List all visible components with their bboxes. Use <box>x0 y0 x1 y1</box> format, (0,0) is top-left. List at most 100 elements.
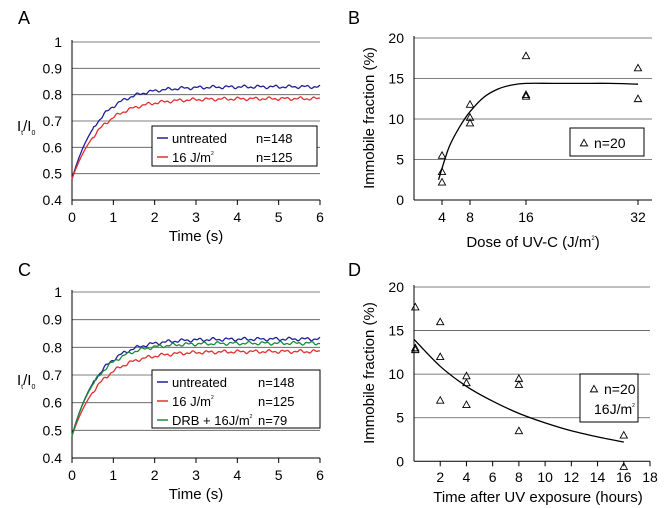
data-point <box>521 51 531 60</box>
y-tick-label: 5 <box>396 152 404 168</box>
y-tick-label: 0.7 <box>43 113 63 129</box>
y-tick-label: 15 <box>388 71 404 87</box>
legend-n: n=148 <box>256 131 293 146</box>
y-tick-label: 10 <box>388 366 404 382</box>
panel-b-scatter-chart: 0 5 10 15 20 4 8 16 32 Dose of UV-C (J/m2) Immobil… <box>361 30 652 251</box>
series-line <box>71 336 321 437</box>
y-tick-label: 0.7 <box>43 367 63 383</box>
x-tick-label: 5 <box>275 209 283 225</box>
data-point <box>462 400 471 408</box>
y-tick-label: 0.9 <box>43 312 63 328</box>
data-point <box>514 380 524 388</box>
y-tick-label: 0.6 <box>43 395 63 411</box>
data-point <box>619 461 629 470</box>
x-tick-label: 1 <box>109 209 117 225</box>
legend-label: 16 J/m2 <box>172 394 214 409</box>
y-tick-label: 5 <box>396 410 404 426</box>
legend-marker <box>579 138 589 147</box>
data-point <box>633 94 643 103</box>
legend: untreated n=148 16 J/m2 n=125 <box>151 125 318 167</box>
x-tick-label: 2 <box>436 469 444 485</box>
x-tick-label: 32 <box>630 209 646 225</box>
x-tick-label: 5 <box>275 467 283 483</box>
x-axis-label: Dose of UV-C (J/m2) <box>466 234 599 251</box>
y-tick-label: 0.8 <box>43 87 63 103</box>
legend-label: 16 J/m2 <box>172 150 214 165</box>
data-point <box>437 150 447 159</box>
data-point <box>514 426 524 435</box>
y-tick-label: 10 <box>388 111 404 127</box>
legend-n: n=125 <box>258 394 295 409</box>
data-point <box>410 343 420 352</box>
legend-n: n=79 <box>258 413 287 428</box>
y-tick-label: 1 <box>54 34 62 50</box>
y-tick-label: 0.4 <box>43 192 63 208</box>
legend-label: 16J/m2 <box>594 401 635 417</box>
panel-label-a: A <box>18 8 30 28</box>
x-tick-label: 10 <box>537 469 553 485</box>
x-tick-label: 0 <box>68 209 76 225</box>
legend-box <box>579 373 639 423</box>
y-tick-label: 20 <box>388 279 404 295</box>
x-tick-label: 1 <box>109 467 117 483</box>
x-axis-label: Time after UV exposure (hours) <box>433 489 643 506</box>
y-axis-label: Immobile fraction (%) <box>361 302 378 444</box>
data-point <box>521 90 531 99</box>
y-tick-label: 0.6 <box>43 139 63 155</box>
y-tick-label: 0.9 <box>43 60 63 76</box>
legend-label: untreated <box>172 375 227 390</box>
y-axis-label: It/I0 <box>17 118 35 137</box>
fit-curve <box>413 338 624 443</box>
x-tick-label: 12 <box>564 469 580 485</box>
data-point <box>633 63 643 72</box>
x-tick-label: 6 <box>316 467 324 483</box>
data-point <box>410 302 420 311</box>
y-tick-label: 0 <box>396 192 404 208</box>
series-line <box>71 340 321 437</box>
panel-d-scatter-chart: 0 5 10 15 20 2 4 6 8 10 12 14 16 18 Time after UV expo… <box>361 279 658 506</box>
data-point <box>465 99 475 108</box>
data-point <box>435 352 445 361</box>
x-tick-label: 3 <box>192 467 200 483</box>
legend-marker <box>589 384 599 393</box>
y-tick-label: 0.5 <box>43 166 63 182</box>
x-axis-label: Time (s) <box>169 486 223 503</box>
data-point <box>619 430 629 439</box>
x-tick-label: 6 <box>489 469 497 485</box>
data-point <box>435 395 445 404</box>
y-tick-label: 20 <box>388 30 404 46</box>
series-line <box>71 84 321 180</box>
x-tick-label: 18 <box>642 469 658 485</box>
fit-curve <box>437 82 639 181</box>
data-point <box>435 317 445 326</box>
x-tick-label: 2 <box>151 209 159 225</box>
y-axis-label: Immobile fraction (%) <box>361 47 378 189</box>
data-point <box>465 118 475 127</box>
legend-box <box>151 369 321 429</box>
y-tick-label: 0 <box>396 453 404 469</box>
x-axis-label: Time (s) <box>169 228 223 245</box>
series-line <box>71 96 321 180</box>
data-point <box>410 345 420 354</box>
x-tick-label: 4 <box>438 209 446 225</box>
legend: n=20 <box>569 127 645 157</box>
legend-box <box>151 125 318 167</box>
y-axis-label: It/I0 <box>17 372 35 391</box>
panel-c-line-chart: 0.4 0.5 0.6 0.7 0.8 0.9 1 0 1 2 3 4 5 6 Time (s) It/I0 u… <box>17 284 324 503</box>
panel-label-c: C <box>18 260 31 280</box>
data-point <box>437 177 447 186</box>
data-point <box>437 167 447 175</box>
y-tick-label: 0.5 <box>43 422 63 438</box>
x-tick-label: 3 <box>192 209 200 225</box>
panel-a-line-chart: 0.4 0.5 0.6 0.7 0.8 0.9 1 0 1 2 3 4 5 6 Time (s) It/I0 u… <box>17 34 324 245</box>
x-tick-label: 16 <box>616 469 632 485</box>
legend-label: n=20 <box>604 381 636 397</box>
x-tick-label: 4 <box>233 467 241 483</box>
legend: n=20 16J/m2 <box>579 373 639 423</box>
y-tick-label: 0.4 <box>43 450 63 466</box>
x-tick-label: 4 <box>463 469 471 485</box>
series-line <box>71 348 321 437</box>
legend-n: n=125 <box>256 150 293 165</box>
x-tick-label: 16 <box>518 209 534 225</box>
